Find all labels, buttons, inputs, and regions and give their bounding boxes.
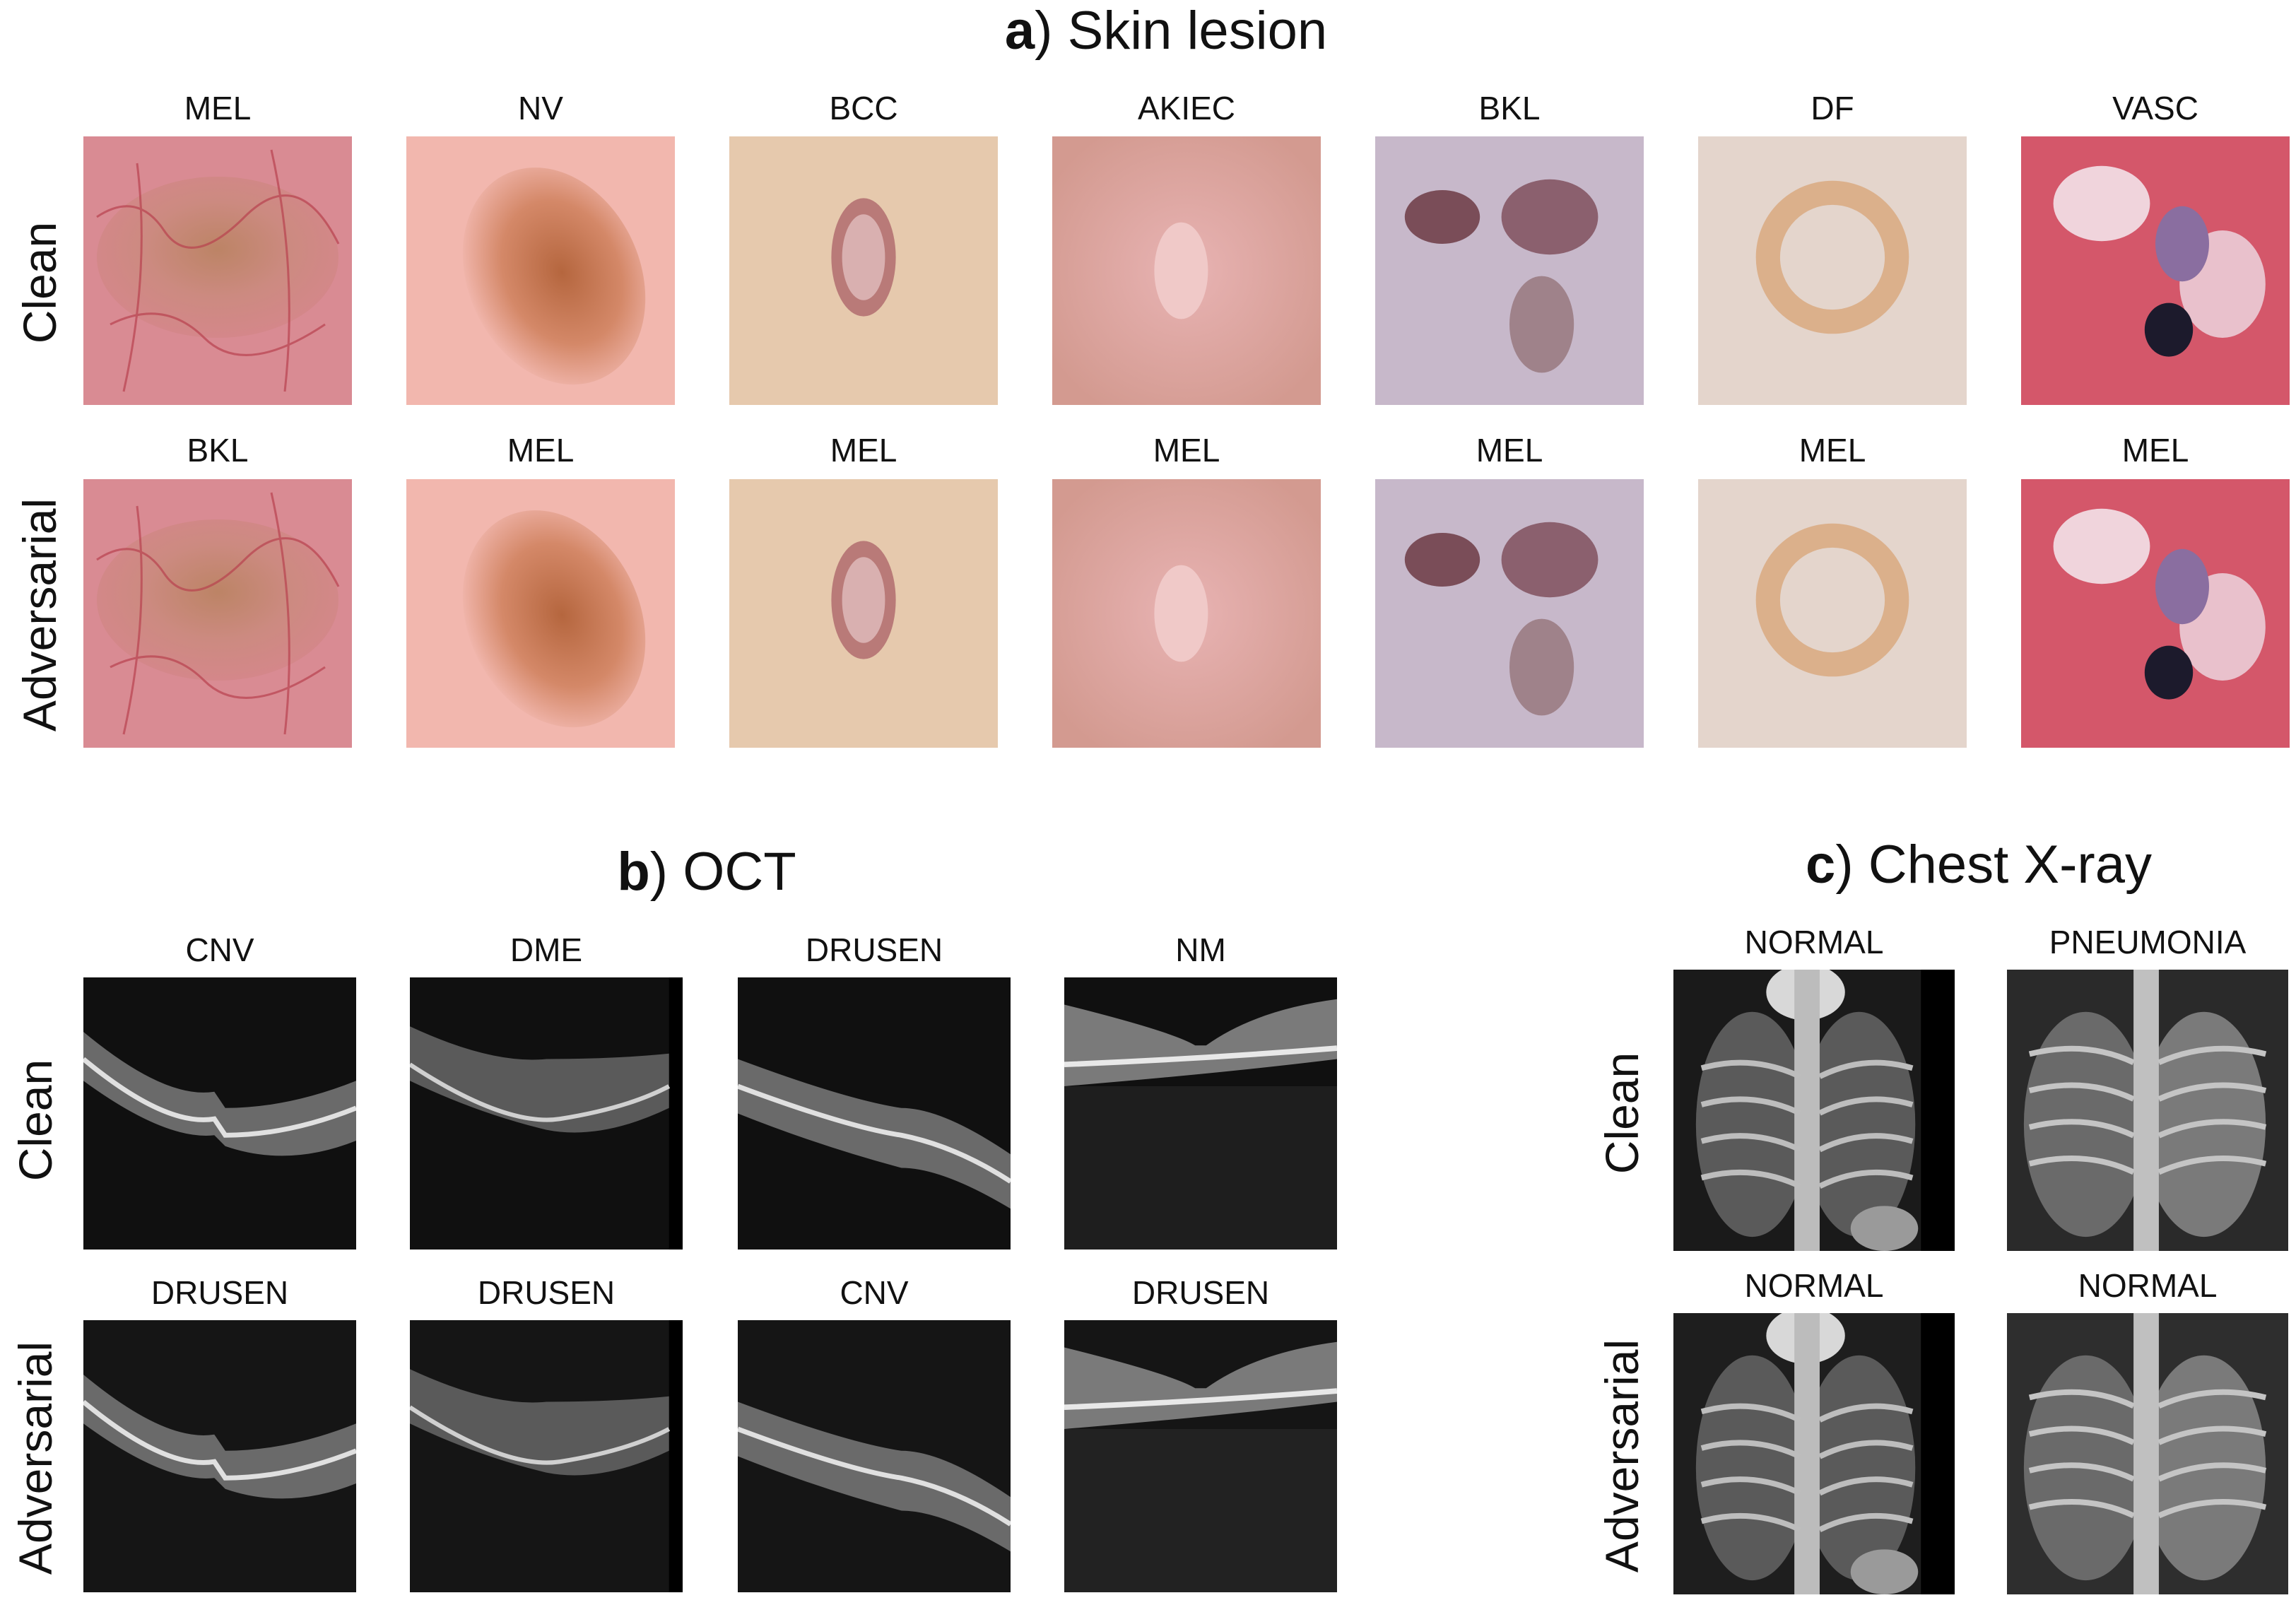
chest-xray-image <box>2007 970 2288 1251</box>
panel-c-title: c) Chest X-ray <box>1696 834 2261 895</box>
skin-lesion-image <box>1698 136 1967 405</box>
panel-a-title-text: ) Skin lesion <box>1035 1 1328 61</box>
panel-a-adversarial-label: MEL <box>2121 432 2189 469</box>
oct-scan-image <box>738 977 1011 1250</box>
panel-a-adversarial-label: MEL <box>1798 432 1866 469</box>
oct-scan-image <box>410 1320 683 1592</box>
panel-a-adversarial-label: MEL <box>1153 432 1220 469</box>
skin-lesion-image <box>1375 479 1644 748</box>
oct-scan-image <box>1064 977 1337 1250</box>
panel-b-clean-label: DRUSEN <box>805 931 943 968</box>
oct-scan-image <box>738 1320 1011 1592</box>
skin-lesion-image <box>83 136 352 405</box>
panel-c-adversarial-label: NORMAL <box>1744 1267 1884 1304</box>
panel-b-title: b) OCT <box>495 841 919 903</box>
panel-a-adversarial-label: BKL <box>187 432 249 469</box>
oct-scan-image <box>410 977 683 1250</box>
panel-b-clean-label: DME <box>510 931 583 968</box>
oct-scan-image <box>83 977 356 1250</box>
panel-a-row-label-adversarial: Adversarial <box>13 498 66 732</box>
panel-a-clean-label: MEL <box>184 90 252 127</box>
panel-b-adversarial-label: DRUSEN <box>151 1274 289 1311</box>
panel-c-title-text: ) Chest X-ray <box>1835 835 2152 895</box>
skin-lesion-image <box>1375 136 1644 405</box>
skin-lesion-image <box>1052 136 1321 405</box>
panel-a-clean-label: VASC <box>2112 90 2198 127</box>
panel-b-title-text: ) OCT <box>649 842 796 902</box>
panel-a-adversarial-label: MEL <box>1476 432 1543 469</box>
panel-a-adversarial-label: MEL <box>830 432 897 469</box>
panel-a-letter: a <box>1004 1 1035 61</box>
chest-xray-image <box>1673 970 1955 1251</box>
panel-a-clean-label: AKIEC <box>1137 90 1236 127</box>
skin-lesion-image <box>729 479 998 748</box>
panel-b-row-label-clean: Clean <box>9 1059 61 1182</box>
panel-a-clean-label: NV <box>518 90 563 127</box>
skin-lesion-image <box>1698 479 1967 748</box>
skin-lesion-image <box>1052 479 1321 748</box>
panel-b-clean-label: CNV <box>185 931 254 968</box>
panel-a-clean-label: BCC <box>829 90 898 127</box>
panel-a-adversarial-label: MEL <box>507 432 575 469</box>
panel-b-row-label-adversarial: Adversarial <box>9 1341 61 1575</box>
panel-b-clean-label: NM <box>1175 931 1226 968</box>
panel-a-row-label-clean: Clean <box>13 221 66 344</box>
panel-c-letter: c <box>1806 835 1836 895</box>
panel-b-letter: b <box>617 842 650 902</box>
panel-b-adversarial-label: DRUSEN <box>1131 1274 1270 1311</box>
skin-lesion-image <box>406 479 675 748</box>
panel-b-adversarial-label: CNV <box>840 1274 909 1311</box>
skin-lesion-image <box>83 479 352 748</box>
chest-xray-image <box>2007 1313 2288 1594</box>
panel-c-adversarial-label: NORMAL <box>2078 1267 2218 1304</box>
skin-lesion-image <box>406 136 675 405</box>
skin-lesion-image <box>729 136 998 405</box>
panel-a-title: a) Skin lesion <box>883 0 1449 61</box>
panel-c-clean-label: PNEUMONIA <box>2049 924 2247 960</box>
panel-b-adversarial-label: DRUSEN <box>477 1274 616 1311</box>
chest-xray-image <box>1673 1313 1955 1594</box>
oct-scan-image <box>83 1320 356 1592</box>
oct-scan-image <box>1064 1320 1337 1592</box>
panel-c-row-label-clean: Clean <box>1596 1052 1648 1175</box>
panel-a-clean-label: BKL <box>1478 90 1541 127</box>
panel-a-clean-label: DF <box>1811 90 1854 127</box>
skin-lesion-image <box>2021 479 2290 748</box>
skin-lesion-image <box>2021 136 2290 405</box>
panel-c-clean-label: NORMAL <box>1744 924 1884 960</box>
panel-c-row-label-adversarial: Adversarial <box>1596 1339 1648 1573</box>
